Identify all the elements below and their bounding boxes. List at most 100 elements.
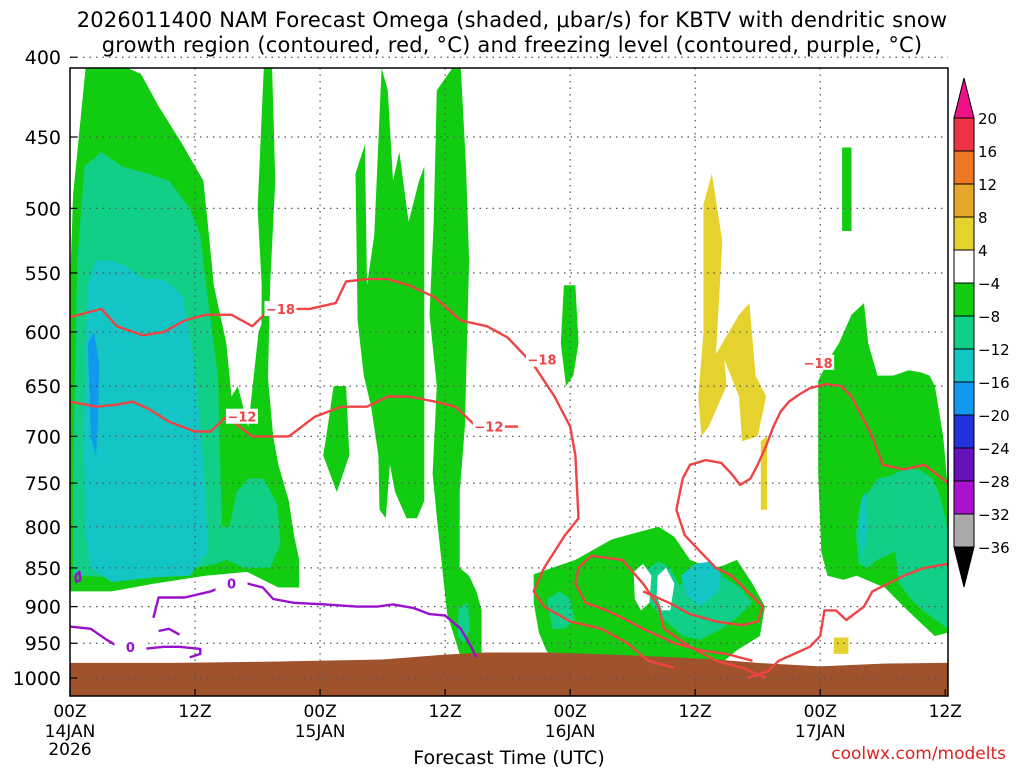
contour-label: −12 [227,411,256,426]
colorbar-label: 16 [978,143,997,161]
colorbar-band [953,315,975,350]
contour-label: −18 [804,357,833,372]
fill-omega-8-to-4-hour-74-75 [842,147,852,231]
colorbar-label: 20 [978,110,997,128]
colorbar-band [953,480,975,515]
y-tick-label: 400 [25,47,61,69]
x-tick-label: 00Z [53,702,86,722]
contour-dendritic-12c-loop [642,478,765,627]
grid-lines [70,56,948,696]
fill-omega-8-to-4-band-17-21h [257,68,276,427]
chart-title: 2026011400 NAM Forecast Omega (shaded, μ… [0,8,1024,58]
colorbar-band [953,447,975,482]
title-line-2: growth region (contoured, red, °C) and f… [101,33,923,57]
fill-omega-16-to-12-hour-76 [859,492,868,560]
contour-label: −18 [266,303,295,318]
colorbar-label: −36 [978,539,1010,557]
x-tick-label: 12Z [428,702,461,722]
colorbar-label: −24 [978,440,1010,458]
y-tick-label: 800 [25,517,61,539]
colorbar-bottom-arrow [953,546,975,588]
contour-label-bg [526,351,559,367]
x-tick-date: 14JAN [45,722,96,742]
x-tick-label: 00Z [554,702,587,722]
contour-freezing-level-0c-dot [74,570,82,584]
fill-omega-12-to-8-hour-37-38 [457,602,471,644]
y-tick-label: 900 [25,597,61,619]
x-tick-label: 12Z [178,702,211,722]
colorbar-band [953,414,975,449]
fill-omega-20-to-16-main [87,331,100,456]
colorbar-band [953,117,975,152]
contour-dendritic-18c-mid-loop [574,554,767,680]
colorbar-band [953,282,975,317]
contour-label-bg [225,408,258,424]
contour-label: 0 [126,641,135,656]
colorbar-label: −12 [978,341,1010,359]
colorbar: 20 16 12 8 4 −4 −8 −12 −16 −20 −24 −28 −32 −36 [953,77,1010,588]
contour-dendritic-18c [69,277,675,669]
contour-label-bg [264,300,297,316]
y-tick-label: 450 [25,127,61,149]
colorbar-label: −8 [978,308,1000,326]
fill-omega-8-to-4-hour-25-27 [323,386,350,493]
contour-label-bg [802,354,835,370]
fill-omega-12-to-8-hour-76-84 [855,469,948,629]
contour-label: −18 [528,354,557,369]
title-line-1: 2026011400 NAM Forecast Omega (shaded, μ… [76,8,948,32]
x-tick-date: 15JAN [295,722,346,742]
colorbar-band [953,150,975,185]
contour-freezing-level-0c-lower [69,625,202,659]
y-tick-label: 500 [25,198,61,220]
y-tick-label: 1000 [13,668,61,690]
colorbar-top-arrow [953,77,975,119]
x-tick-label: 00Z [804,702,837,722]
y-tick-label: 950 [25,633,61,655]
x-tick-date: 16JAN [545,722,596,742]
colorbar-band [953,381,975,416]
colorbar-band [953,513,975,548]
contour-label-bg [215,575,248,591]
x-tick-label: 12Z [929,702,962,722]
fill-omega-hole-hour-54 [633,563,652,611]
colorbar-label: −16 [978,374,1010,392]
x-tick-label: 00Z [303,702,336,722]
plot-frame [69,67,949,697]
y-tick-label: 550 [25,263,61,285]
colorbar-label: 8 [978,209,988,227]
y-tick-label: 750 [25,473,61,495]
x-tick-year: 2026 [48,740,91,760]
contour-freezing-level-0c-short [158,627,180,636]
fill-omega-4-to-8-hour-60 [698,173,767,442]
colorbar-label: −4 [978,275,1000,293]
credit-link[interactable]: coolwx.com/modelts [831,744,1006,764]
colorbar-label: −28 [978,473,1010,491]
y-tick-label: 850 [25,558,61,580]
x-tick-label: 12Z [679,702,712,722]
contour-label-bg [114,638,147,654]
fill-omega-8-to-4-hour-34-39 [429,68,482,658]
contour-dendritic-12c-right [681,382,949,487]
contour-label-bg [472,418,505,434]
x-tick-date: 17JAN [795,722,846,742]
colorbar-label: −20 [978,407,1010,425]
colorbar-band [953,216,975,251]
contour-lines: −18 −18 −18 −12 −12 0 0 [69,277,949,680]
fill-omega-4-to-8-hour-73 [833,637,849,654]
fill-omega-16-to-12-main [83,260,208,583]
x-axis-label: Forecast Time (UTC) [413,747,604,768]
axes: 2503003504004505005506006507007508008509… [13,47,962,760]
y-tick-label: 700 [25,426,61,448]
contour-freezing-level-0c-upper [152,580,478,658]
contour-dendritic-12c [69,395,519,438]
colorbar-label: 12 [978,176,997,194]
contour-label: −12 [474,421,503,436]
contour-label: 0 [227,578,236,593]
y-tick-label: 650 [25,376,61,398]
y-tick-label: 600 [25,322,61,344]
colorbar-label: 4 [978,242,988,260]
colorbar-band [953,249,975,284]
colorbar-band [953,183,975,218]
colorbar-band [953,348,975,383]
